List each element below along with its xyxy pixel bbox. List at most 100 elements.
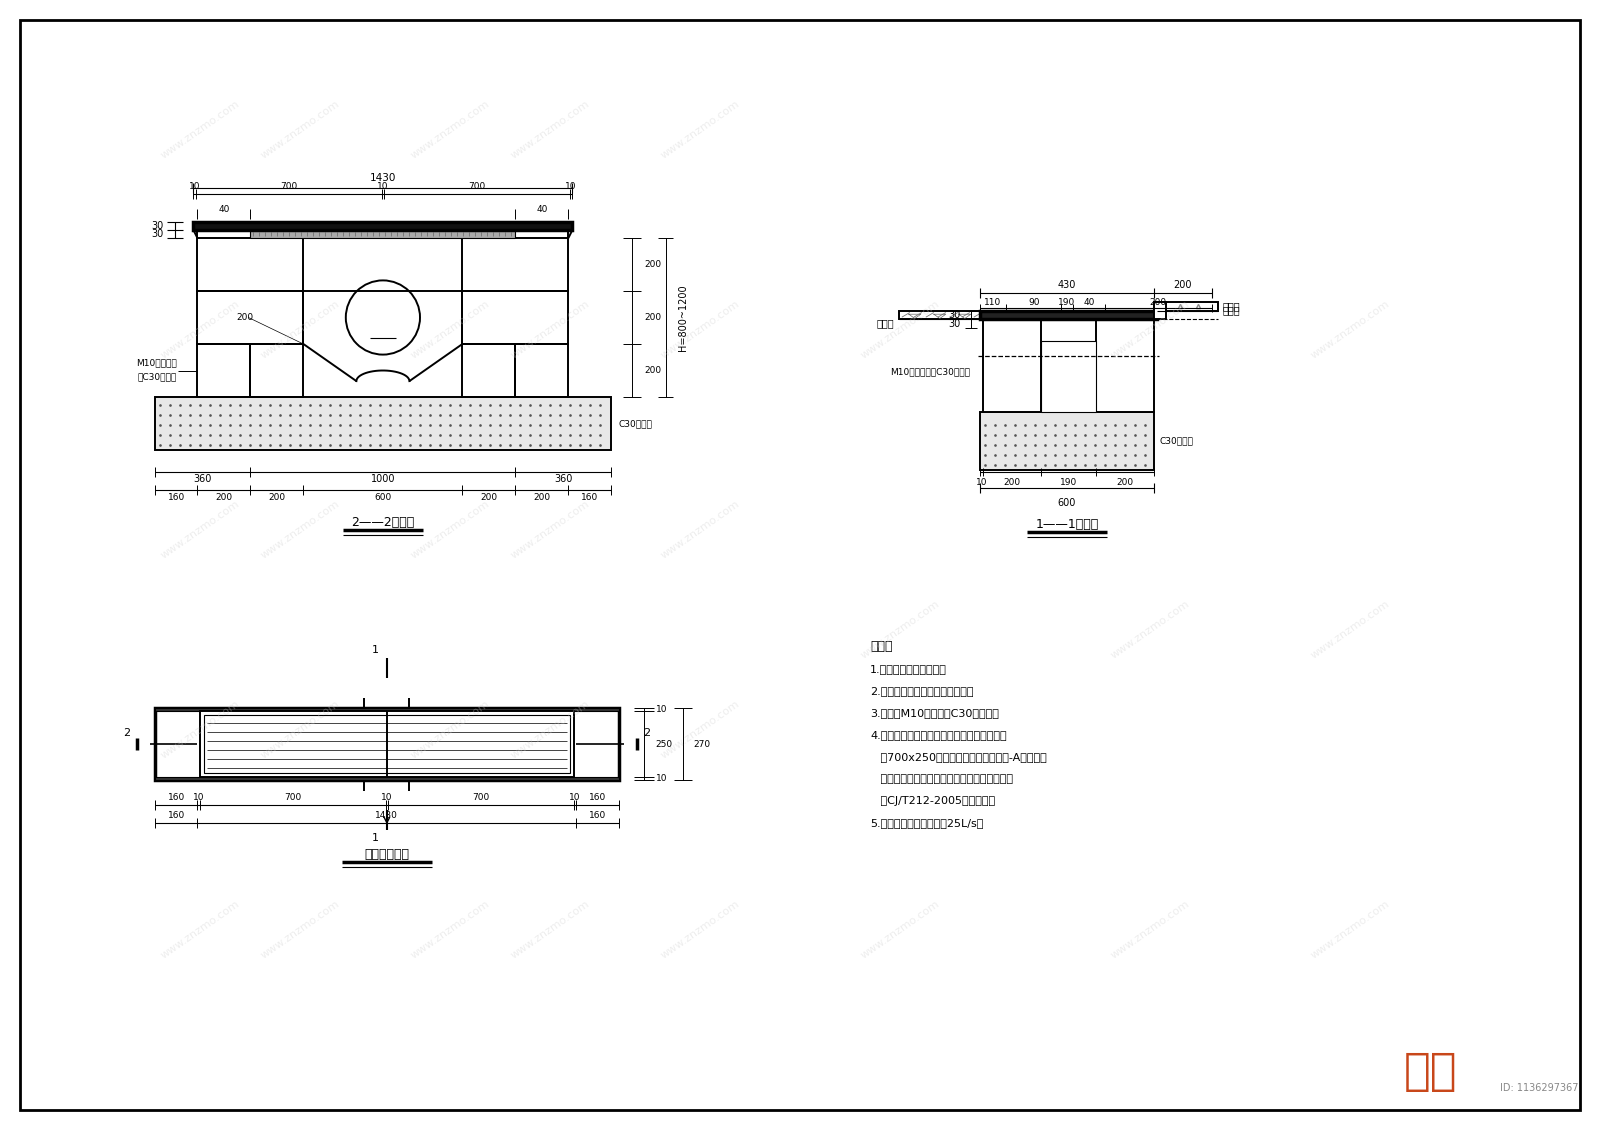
Text: 160: 160 — [168, 810, 186, 819]
Text: www.znzmo.com: www.znzmo.com — [408, 299, 491, 360]
Text: www.znzmo.com: www.znzmo.com — [659, 99, 741, 160]
Text: 200: 200 — [1117, 478, 1133, 487]
Bar — [982, 311, 1042, 412]
Text: 1000: 1000 — [371, 473, 395, 484]
Text: 说明：: 说明： — [870, 640, 893, 653]
Text: 700: 700 — [285, 792, 301, 801]
Text: www.znzmo.com: www.znzmo.com — [509, 99, 592, 160]
Text: www.znzmo.com: www.znzmo.com — [259, 899, 341, 960]
Text: www.znzmo.com: www.znzmo.com — [1109, 299, 1192, 360]
Text: 10: 10 — [656, 774, 667, 783]
Text: 1.本图尺寸均以毫米计。: 1.本图尺寸均以毫米计。 — [870, 664, 947, 673]
Text: 160: 160 — [589, 792, 606, 801]
Text: 车行道: 车行道 — [877, 319, 894, 329]
Text: 360: 360 — [194, 473, 211, 484]
Text: www.znzmo.com: www.znzmo.com — [859, 299, 941, 360]
Text: M10水泥砂浆: M10水泥砂浆 — [136, 358, 176, 367]
Text: 700: 700 — [280, 182, 298, 191]
Text: （CJ/T212-2005）的要求。: （CJ/T212-2005）的要求。 — [870, 796, 995, 806]
Text: 10: 10 — [194, 792, 205, 801]
Text: www.znzmo.com: www.znzmo.com — [259, 299, 341, 360]
Text: www.znzmo.com: www.znzmo.com — [659, 499, 741, 560]
Bar — [205, 715, 570, 773]
Text: www.znzmo.com: www.znzmo.com — [509, 699, 592, 760]
Text: 10: 10 — [976, 478, 987, 487]
Bar — [1096, 311, 1154, 412]
Text: 2: 2 — [643, 728, 650, 738]
Text: 30: 30 — [150, 221, 163, 231]
Text: 40: 40 — [218, 206, 229, 214]
Bar — [979, 311, 1157, 319]
Text: 270: 270 — [694, 740, 710, 749]
Bar — [1042, 341, 1096, 412]
Text: www.znzmo.com: www.znzmo.com — [158, 499, 242, 560]
Bar — [462, 292, 568, 344]
Text: 人行道: 人行道 — [1222, 302, 1240, 311]
Text: 200: 200 — [1003, 478, 1021, 487]
Text: www.znzmo.com: www.znzmo.com — [509, 299, 592, 360]
Text: www.znzmo.com: www.znzmo.com — [1309, 599, 1392, 661]
Text: 2——2剖面图: 2——2剖面图 — [352, 516, 414, 529]
Text: 10: 10 — [570, 792, 581, 801]
Text: 200: 200 — [237, 313, 253, 322]
Text: www.znzmo.com: www.znzmo.com — [408, 899, 491, 960]
Text: 200: 200 — [1150, 297, 1166, 306]
Text: 430: 430 — [1058, 280, 1077, 290]
Text: 30: 30 — [150, 229, 163, 240]
Text: 160: 160 — [581, 493, 598, 502]
Text: www.znzmo.com: www.znzmo.com — [1309, 299, 1392, 360]
Text: 所选雨水篦应符合《复合管篦复合材料水篦》: 所选雨水篦应符合《复合管篦复合材料水篦》 — [870, 774, 1013, 784]
Bar — [899, 311, 982, 319]
Text: 160: 160 — [168, 493, 186, 502]
Text: www.znzmo.com: www.znzmo.com — [1309, 899, 1392, 960]
Text: 90: 90 — [1027, 297, 1040, 306]
Text: www.znzmo.com: www.znzmo.com — [158, 899, 242, 960]
Text: www.znzmo.com: www.znzmo.com — [659, 299, 741, 360]
Text: www.znzmo.com: www.znzmo.com — [509, 499, 592, 560]
Text: 10: 10 — [381, 792, 392, 801]
Text: www.znzmo.com: www.znzmo.com — [1109, 599, 1192, 661]
Text: www.znzmo.com: www.znzmo.com — [859, 899, 941, 960]
Text: 5.双篦雨水口进流量约为25L/s。: 5.双篦雨水口进流量约为25L/s。 — [870, 818, 984, 828]
Text: 600: 600 — [374, 493, 392, 502]
Text: 30: 30 — [949, 319, 962, 329]
Text: www.znzmo.com: www.znzmo.com — [259, 699, 341, 760]
Text: H=800~1200: H=800~1200 — [678, 284, 688, 350]
Text: 160: 160 — [168, 792, 186, 801]
Bar — [250, 344, 304, 397]
Text: C30砼基础: C30砼基础 — [1158, 436, 1194, 445]
Text: 190: 190 — [1058, 297, 1075, 306]
Text: www.znzmo.com: www.znzmo.com — [509, 899, 592, 960]
Text: www.znzmo.com: www.znzmo.com — [1109, 899, 1192, 960]
Text: 1——1剖面图: 1——1剖面图 — [1035, 518, 1099, 531]
Text: www.znzmo.com: www.znzmo.com — [659, 699, 741, 760]
Text: 1430: 1430 — [376, 810, 398, 819]
Text: www.znzmo.com: www.znzmo.com — [158, 99, 242, 160]
Bar — [155, 709, 619, 711]
Text: 160: 160 — [589, 810, 606, 819]
Bar — [1157, 302, 1218, 311]
Bar — [197, 238, 304, 292]
Text: 30: 30 — [949, 310, 962, 320]
Text: 2.本图适用于平行道上沿侧安置。: 2.本图适用于平行道上沿侧安置。 — [870, 686, 973, 696]
Text: 200: 200 — [269, 493, 285, 502]
Text: www.znzmo.com: www.znzmo.com — [259, 99, 341, 160]
Text: www.znzmo.com: www.znzmo.com — [859, 599, 941, 661]
Bar — [197, 292, 304, 344]
Text: www.znzmo.com: www.znzmo.com — [158, 699, 242, 760]
Text: 600: 600 — [1058, 498, 1077, 508]
Text: www.znzmo.com: www.znzmo.com — [158, 299, 242, 360]
Text: 200: 200 — [645, 313, 662, 322]
Text: 250: 250 — [656, 740, 674, 749]
Text: 10: 10 — [656, 705, 667, 714]
Text: 190: 190 — [1059, 478, 1077, 487]
Text: M10水泥砂浆砌C30砼砖块: M10水泥砂浆砌C30砼砖块 — [890, 367, 970, 376]
Text: 360: 360 — [554, 473, 573, 484]
Text: 砌C30砼砖块: 砌C30砼砖块 — [138, 372, 176, 381]
Bar — [250, 231, 515, 238]
Text: 知末: 知末 — [1403, 1051, 1456, 1094]
Text: 1430: 1430 — [370, 173, 397, 183]
Text: 200: 200 — [533, 493, 550, 502]
Text: 雨水口平面图: 雨水口平面图 — [365, 848, 410, 861]
Bar — [155, 709, 619, 780]
